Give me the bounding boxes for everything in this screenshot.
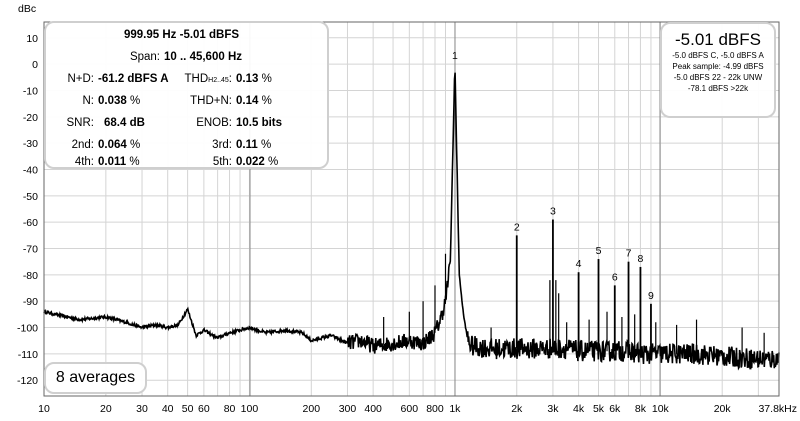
h2-label: 2nd: — [71, 139, 94, 151]
y-tick-label: -110 — [18, 349, 38, 361]
x-tick-label: 10 — [38, 403, 50, 415]
span-value: 10 .. 45,600 Hz — [164, 51, 242, 63]
n-value: 0.038 — [98, 95, 127, 107]
plot-frame — [43, 21, 780, 397]
y-tick-label: 10 — [26, 33, 38, 45]
span-label: Span: — [129, 51, 160, 63]
x-tick-labels: 10 20 30 40 50 60 80 100 200 300 400 600 800 1k 2k 3k 4k… — [38, 403, 797, 415]
x-tick-label: 2k — [511, 403, 523, 415]
harmonic-label: 3 — [550, 206, 556, 218]
spectrum-trace — [43, 72, 780, 371]
nd-label: N+D: — [67, 73, 94, 85]
x-tick-label: 8k — [635, 403, 647, 415]
x-tick-label: 10k — [652, 403, 670, 415]
thdn-value: 0.14 — [236, 95, 259, 107]
y-tick-label: -30 — [23, 138, 38, 150]
h4-value: 0.011 — [98, 156, 127, 168]
x-tick-label: 60 — [198, 403, 210, 415]
x-tick-label: 5k — [593, 403, 605, 415]
x-tick-label: 600 — [401, 403, 419, 415]
x-tick-label: 40 — [162, 403, 174, 415]
level-line-1: -5.0 dBFS C, -5.0 dBFS A — [672, 51, 764, 60]
level-readout: -5.01 dBFS — [675, 30, 761, 49]
harmonic-label: 6 — [612, 271, 618, 283]
nd-value: -61.2 dBFS A — [98, 73, 169, 85]
harmonic-labels: 1 2 3 4 5 67 8 9 — [452, 50, 654, 302]
stats-panel: 999.95 Hz -5.01 dBFS Span: 10 .. 45,600 … — [44, 21, 329, 169]
y-tick-label: -50 — [23, 191, 38, 203]
h3-value: 0.11 — [236, 139, 258, 151]
level-line-4: -78.1 dBFS >22k — [687, 84, 749, 93]
x-tick-label: 20k — [714, 403, 732, 415]
harmonic-label: 4 — [576, 258, 582, 270]
harmonic-label: 1 — [452, 50, 458, 62]
enob-label: ENOB: — [196, 117, 232, 129]
x-tick-label: 4k — [573, 403, 585, 415]
y-tick-label: -70 — [23, 244, 38, 256]
x-tick-label: 80 — [224, 403, 236, 415]
y-tick-label: -20 — [23, 112, 38, 124]
thdn-label: THD+N: — [190, 95, 232, 107]
y-tick-label: -40 — [23, 164, 38, 176]
harmonic-label: 9 — [648, 290, 654, 302]
x-tick-label: 50 — [182, 403, 194, 415]
x-tick-label: 6k — [609, 403, 621, 415]
harmonic-label: 2 — [514, 221, 520, 233]
x-tick-label: 400 — [364, 403, 382, 415]
y-tick-labels: 10 0 -10 -20 -30 -40 -50 -60 -70 -80 -90 -100 -110 -1… — [17, 33, 38, 387]
x-tick-label: 20 — [100, 403, 112, 415]
x-tick-label: 1k — [449, 403, 461, 415]
x-tick-label: 30 — [136, 403, 148, 415]
x-tick-label: 3k — [547, 403, 559, 415]
stats-frequency-level: 999.95 Hz -5.01 dBFS — [124, 29, 240, 41]
harmonic-label: 5 — [596, 245, 602, 257]
thd-label: THDH2..45: — [184, 73, 232, 85]
y-tick-label: 0 — [32, 59, 38, 71]
y-axis-label: dBc — [18, 3, 36, 15]
y-tick-label: -80 — [23, 270, 38, 282]
h2-value: 0.064 — [98, 139, 127, 151]
y-tick-label: -100 — [17, 323, 38, 335]
x-tick-label: 800 — [426, 403, 444, 415]
y-tick-label: -60 — [23, 217, 38, 229]
x-tick-label: 300 — [339, 403, 357, 415]
harmonic-spikes — [383, 219, 765, 360]
harmonic-label: 7 — [626, 248, 632, 260]
level-panel: -5.01 dBFS -5.0 dBFS C, -5.0 dBFS A Peak… — [660, 22, 776, 118]
x-tick-label: 200 — [303, 403, 321, 415]
level-line-2: Peak sample: -4.99 dBFS — [672, 62, 764, 71]
harmonic-label: 8 — [638, 253, 644, 265]
h4-label: 4th: — [74, 156, 94, 168]
snr-label: SNR: — [66, 117, 94, 129]
snr-value: 68.4 dB — [104, 117, 145, 129]
level-line-3: -5.0 dBFS 22 - 22k UNW — [673, 73, 763, 82]
y-tick-label: -90 — [23, 296, 38, 308]
h3-label: 3rd: — [212, 139, 232, 151]
h5-label: 5th: — [212, 156, 232, 168]
x-tick-label: 37.8kHz — [758, 403, 797, 415]
thd-value: 0.13 — [236, 73, 259, 85]
y-tick-label: -120 — [17, 375, 38, 387]
h5-value: 0.022 — [236, 156, 265, 168]
x-tick-label: 100 — [241, 403, 259, 415]
y-tick-label: -10 — [23, 85, 38, 97]
averages-badge[interactable]: 8 averages — [44, 362, 147, 394]
enob-value: 10.5 bits — [236, 117, 283, 129]
n-label: N: — [82, 95, 95, 107]
